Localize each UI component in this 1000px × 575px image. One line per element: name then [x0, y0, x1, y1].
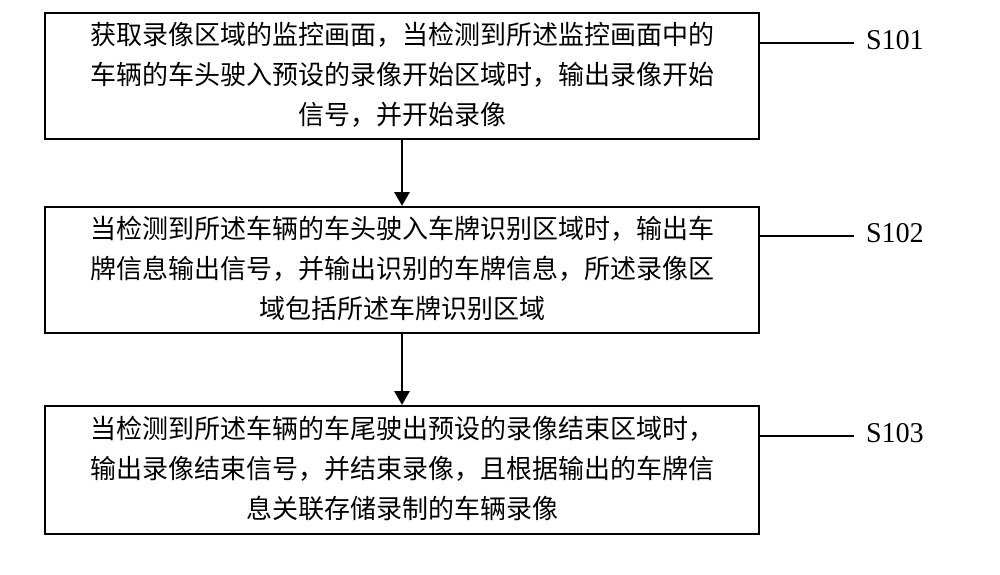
step-label-s103: S103 — [866, 418, 924, 450]
arrow-shaft — [401, 140, 403, 192]
label-connector — [760, 435, 854, 437]
flowchart-canvas: 获取录像区域的监控画面，当检测到所述监控画面中的 车辆的车头驶入预设的录像开始区… — [0, 0, 1000, 575]
arrow-head-icon — [394, 391, 410, 405]
label-connector — [760, 42, 854, 44]
flow-node-s102: 当检测到所述车辆的车头驶入车牌识别区域时，输出车 牌信息输出信号，并输出识别的车… — [44, 206, 760, 334]
step-label-s101: S101 — [866, 25, 924, 57]
step-label-s102: S102 — [866, 218, 924, 250]
arrow-head-icon — [394, 192, 410, 206]
flow-node-text: 当检测到所述车辆的车头驶入车牌识别区域时，输出车 牌信息输出信号，并输出识别的车… — [90, 210, 714, 331]
flow-node-text: 获取录像区域的监控画面，当检测到所述监控画面中的 车辆的车头驶入预设的录像开始区… — [90, 16, 714, 137]
flow-node-text: 当检测到所述车辆的车尾驶出预设的录像结束区域时， 输出录像结束信号，并结束录像，… — [90, 410, 714, 531]
flow-node-s103: 当检测到所述车辆的车尾驶出预设的录像结束区域时， 输出录像结束信号，并结束录像，… — [44, 405, 760, 535]
arrow-shaft — [401, 334, 403, 391]
label-connector — [760, 235, 854, 237]
flow-node-s101: 获取录像区域的监控画面，当检测到所述监控画面中的 车辆的车头驶入预设的录像开始区… — [44, 12, 760, 140]
